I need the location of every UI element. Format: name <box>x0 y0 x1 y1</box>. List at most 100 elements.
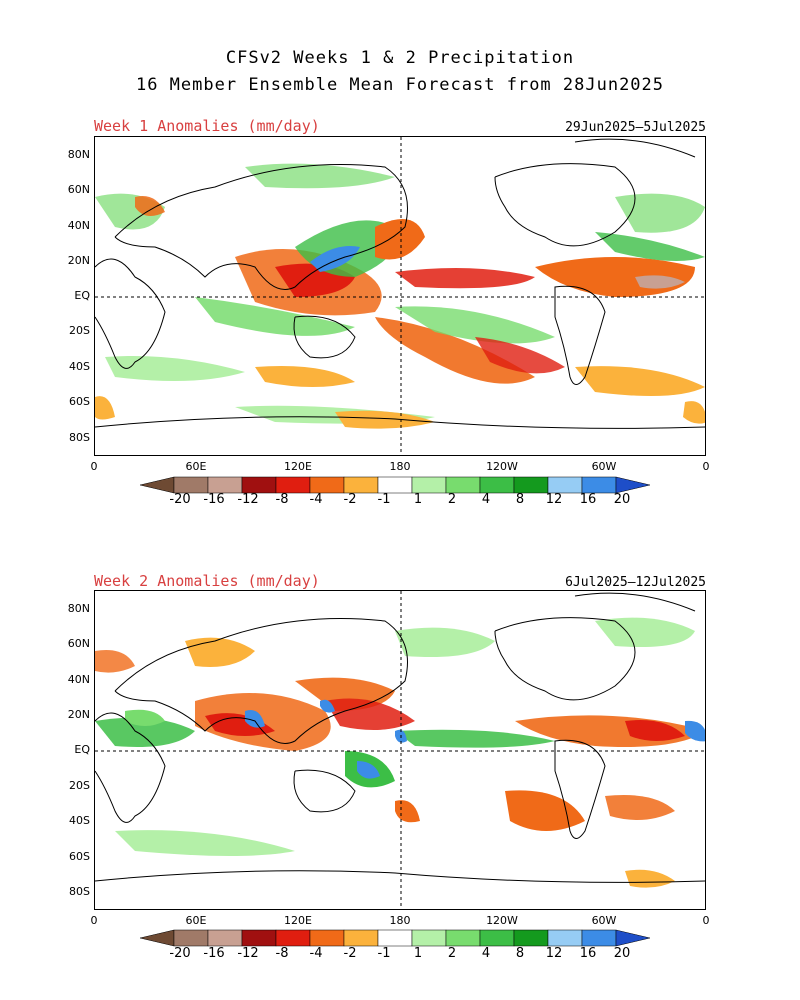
legend-swatch <box>581 929 617 947</box>
week1-title: Week 1 Anomalies (mm/day) <box>94 117 320 135</box>
legend1-label-7: 1 <box>413 492 423 507</box>
legend1-label-13: 20 <box>613 492 631 507</box>
week2-map <box>94 590 706 910</box>
legend-swatch <box>173 476 209 494</box>
legend2-label-13: 20 <box>613 946 631 961</box>
legend-swatch <box>445 929 481 947</box>
legend-swatch <box>479 476 515 494</box>
legend1-label-12: 16 <box>579 492 597 507</box>
week1-lon-180: 180 <box>389 460 411 473</box>
title-line-2: 16 Member Ensemble Mean Forecast from 28… <box>135 75 665 95</box>
week1-lat-40s: 40S <box>69 360 90 373</box>
week1-lon-120w: 120W <box>486 460 518 473</box>
legend2-label-4: -4 <box>309 946 323 961</box>
legend2-label-10: 8 <box>515 946 525 961</box>
legend1-label-11: 12 <box>545 492 563 507</box>
week2-legend-bar <box>139 929 651 947</box>
legend1-label-0: -20 <box>169 492 191 507</box>
legend-swatch <box>479 929 515 947</box>
legend1-label-1: -16 <box>203 492 225 507</box>
legend2-label-3: -8 <box>275 946 289 961</box>
week2-lat-eq: EQ <box>74 743 90 756</box>
week1-lat-80n: 80N <box>67 148 90 161</box>
legend1-label-10: 8 <box>515 492 525 507</box>
legend1-label-3: -8 <box>275 492 289 507</box>
week2-lon-0: 0 <box>90 914 98 927</box>
week1-lon-60e: 60E <box>185 460 207 473</box>
week1-lat-eq: EQ <box>74 289 90 302</box>
legend2-label-8: 2 <box>447 946 457 961</box>
legend1-label-2: -12 <box>237 492 259 507</box>
week1-lat-20n: 20N <box>67 254 90 267</box>
week1-lon-0: 0 <box>90 460 98 473</box>
week2-lat-40s: 40S <box>69 814 90 827</box>
week1-lat-60s: 60S <box>69 395 90 408</box>
week2-lat-80n: 80N <box>67 602 90 615</box>
week2-lon-180: 180 <box>389 914 411 927</box>
legend-swatch <box>377 476 413 494</box>
week1-lat-80s: 80S <box>69 431 90 444</box>
week2-title: Week 2 Anomalies (mm/day) <box>94 572 320 590</box>
title-line-1: CFSv2 Weeks 1 & 2 Precipitation <box>225 48 575 68</box>
week1-map <box>94 136 706 456</box>
legend2-label-9: 4 <box>481 946 491 961</box>
week2-lat-80s: 80S <box>69 885 90 898</box>
legend-swatch <box>275 929 311 947</box>
legend-swatch-low-end <box>139 929 175 947</box>
legend-swatch-high-end <box>615 929 651 947</box>
week2-map-svg <box>95 591 705 909</box>
week1-legend <box>139 475 660 515</box>
week1-map-svg <box>95 137 705 455</box>
legend2-label-1: -16 <box>203 946 225 961</box>
week2-lon-60w: 60W <box>591 914 617 927</box>
week2-lat-60s: 60S <box>69 850 90 863</box>
week1-date-range: 29Jun2025—5Jul2025 <box>565 120 706 135</box>
legend2-label-0: -20 <box>169 946 191 961</box>
legend-swatch <box>241 476 277 494</box>
legend2-label-11: 12 <box>545 946 563 961</box>
legend-swatch <box>343 476 379 494</box>
legend-swatch <box>411 476 447 494</box>
week2-lat-20s: 20S <box>69 779 90 792</box>
legend-swatch <box>513 929 549 947</box>
week2-lon-0-end: 0 <box>702 914 710 927</box>
week1-lon-120e: 120E <box>284 460 312 473</box>
week1-legend-labels: -20 -16 -12 -8 -4 -2 -1 1 2 4 8 12 16 20 <box>0 492 800 512</box>
legend1-label-8: 2 <box>447 492 457 507</box>
legend2-label-5: -2 <box>343 946 357 961</box>
week2-lon-120e: 120E <box>284 914 312 927</box>
legend-swatch-high-end <box>615 476 651 494</box>
week2-lon-60e: 60E <box>185 914 207 927</box>
legend-swatch <box>173 929 209 947</box>
legend1-label-6: -1 <box>377 492 391 507</box>
legend-swatch <box>581 476 617 494</box>
legend-swatch <box>343 929 379 947</box>
week1-anomaly-shading <box>95 163 705 429</box>
legend2-label-12: 16 <box>579 946 597 961</box>
legend2-label-6: -1 <box>377 946 391 961</box>
legend2-label-2: -12 <box>237 946 259 961</box>
week2-lat-20n: 20N <box>67 708 90 721</box>
legend-swatch <box>241 929 277 947</box>
legend-swatch-low-end <box>139 476 175 494</box>
week1-lat-40n: 40N <box>67 219 90 232</box>
week2-lat-60n: 60N <box>67 637 90 650</box>
legend-swatch <box>309 476 345 494</box>
week2-lon-120w: 120W <box>486 914 518 927</box>
legend-swatch <box>309 929 345 947</box>
legend2-label-7: 1 <box>413 946 423 961</box>
week2-legend-labels: -20 -16 -12 -8 -4 -2 -1 1 2 4 8 12 16 20 <box>0 946 800 966</box>
legend-swatch <box>275 476 311 494</box>
legend1-label-5: -2 <box>343 492 357 507</box>
week1-legend-bar <box>139 476 651 494</box>
legend1-label-4: -4 <box>309 492 323 507</box>
week1-lat-20s: 20S <box>69 324 90 337</box>
legend-swatch <box>445 476 481 494</box>
legend1-label-9: 4 <box>481 492 491 507</box>
week1-lon-0-end: 0 <box>702 460 710 473</box>
week2-legend <box>139 928 660 968</box>
legend-swatch <box>207 476 243 494</box>
legend-swatch <box>513 476 549 494</box>
week2-lat-40n: 40N <box>67 673 90 686</box>
legend-swatch <box>547 929 583 947</box>
